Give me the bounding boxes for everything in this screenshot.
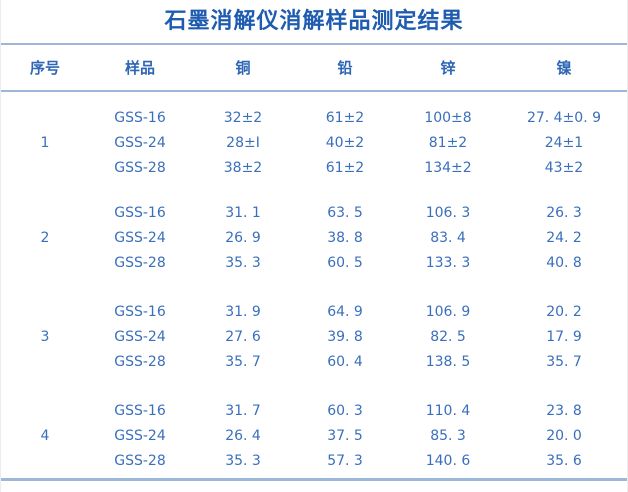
ni-value-cell: 24. 2 xyxy=(546,229,582,246)
cu-value-cell: 28±I xyxy=(226,134,260,151)
cu-value-cell: 27. 6 xyxy=(225,328,261,345)
table-row: 4 GSS-16 31. 7 60. 3 110. 4 23. 8 xyxy=(1,398,627,444)
table-row: 2 GSS-16 31. 1 63. 5 106. 3 26. 3 xyxy=(1,200,627,246)
zn-value-cell: 81±2 xyxy=(428,134,468,151)
bottom-rule xyxy=(1,478,627,481)
pb-value-cell: 38. 8 xyxy=(327,229,363,246)
col-header-lead: 铅 xyxy=(295,45,395,92)
sample-cell: GSS-28 xyxy=(114,159,166,176)
zn-value-cell: 134±2 xyxy=(424,159,472,176)
pb-value-cell: 63. 5 xyxy=(327,204,363,221)
pb-value-cell: 60. 3 xyxy=(327,402,363,419)
cu-value-cell: 38±2 xyxy=(223,159,263,176)
cu-value-cell: 32±2 xyxy=(223,109,263,126)
ni-value-cell: 35. 6 xyxy=(546,452,582,469)
sample-cell: GSS-24 xyxy=(114,427,166,444)
cu-value-cell: 35. 3 xyxy=(225,452,261,469)
ni-value-cell: 23. 8 xyxy=(546,402,582,419)
spacer-row xyxy=(1,374,627,398)
pb-value-cell: 60. 4 xyxy=(327,353,363,370)
table-header: 序号 样品 铜 铅 锌 镍 xyxy=(1,45,627,92)
header-row: 序号 样品 铜 铅 锌 镍 xyxy=(1,45,627,92)
ni-value-cell: 17. 9 xyxy=(546,328,582,345)
group-number-cell: 3 xyxy=(40,328,50,345)
col-header-sample: 样品 xyxy=(89,45,191,92)
cu-value-cell: 35. 3 xyxy=(225,254,261,271)
zn-value-cell: 83. 4 xyxy=(430,229,466,246)
zn-value-cell: 110. 4 xyxy=(425,402,471,419)
table-row: GSS-28 35. 3 57. 3 140. 6 35. 6 xyxy=(1,448,627,473)
spacer-row xyxy=(1,91,627,105)
group-3-body: 3 GSS-16 31. 9 64. 9 106. 9 20. 2 GSS-24… xyxy=(1,275,627,374)
table-row: GSS-28 38±2 61±2 134±2 43±2 xyxy=(1,155,627,180)
ni-value-cell: 27. 4±0. 9 xyxy=(526,109,602,126)
sample-cell: GSS-28 xyxy=(114,452,166,469)
col-header-nickel: 镍 xyxy=(501,45,627,92)
group-number-cell: 2 xyxy=(40,229,50,246)
zn-value-cell: 140. 6 xyxy=(425,452,471,469)
group-number-cell: 4 xyxy=(40,427,50,444)
zn-value-cell: 85. 3 xyxy=(430,427,466,444)
spacer-row xyxy=(1,180,627,200)
zn-value-cell: 100±8 xyxy=(424,109,472,126)
table-row: 1 GSS-16 32±2 61±2 100±8 27. 4±0. 9 xyxy=(1,105,627,151)
zn-value-cell: 138. 5 xyxy=(425,353,471,370)
group-number-cell: 1 xyxy=(40,134,50,151)
cu-value-cell: 26. 4 xyxy=(225,427,261,444)
group-2-body: 2 GSS-16 31. 1 63. 5 106. 3 26. 3 GSS-24… xyxy=(1,180,627,275)
sample-cell: GSS-16 xyxy=(114,303,166,320)
results-table: 序号 样品 铜 铅 锌 镍 1 GSS-16 32±2 61±2 100±8 2… xyxy=(1,45,627,473)
table-row: GSS-24 26. 9 38. 8 83. 4 24. 2 xyxy=(1,225,627,250)
col-header-zinc: 锌 xyxy=(395,45,501,92)
table-row: GSS-28 35. 7 60. 4 138. 5 35. 7 xyxy=(1,349,627,374)
sample-cell: GSS-24 xyxy=(114,328,166,345)
ni-value-cell: 43±2 xyxy=(544,159,584,176)
ni-value-cell: 26. 3 xyxy=(546,204,582,221)
sample-cell: GSS-28 xyxy=(114,254,166,271)
cu-value-cell: 31. 9 xyxy=(225,303,261,320)
sample-cell: GSS-28 xyxy=(114,353,166,370)
ni-value-cell: 24±1 xyxy=(544,134,584,151)
zn-value-cell: 133. 3 xyxy=(425,254,471,271)
pb-value-cell: 37. 5 xyxy=(327,427,363,444)
sample-cell: GSS-24 xyxy=(114,229,166,246)
ni-value-cell: 20. 2 xyxy=(546,303,582,320)
pb-value-cell: 61±2 xyxy=(325,109,365,126)
table-row: GSS-24 26. 4 37. 5 85. 3 20. 0 xyxy=(1,423,627,448)
cu-value-cell: 35. 7 xyxy=(225,353,261,370)
pb-value-cell: 57. 3 xyxy=(327,452,363,469)
zn-value-cell: 106. 3 xyxy=(425,204,471,221)
sample-cell: GSS-24 xyxy=(114,134,166,151)
cu-value-cell: 31. 1 xyxy=(225,204,261,221)
col-header-copper: 铜 xyxy=(191,45,295,92)
ni-value-cell: 20. 0 xyxy=(546,427,582,444)
sample-cell: GSS-16 xyxy=(114,204,166,221)
cu-value-cell: 26. 9 xyxy=(225,229,261,246)
sample-cell: GSS-16 xyxy=(114,109,166,126)
group-1-body: 1 GSS-16 32±2 61±2 100±8 27. 4±0. 9 GSS-… xyxy=(1,91,627,180)
zn-value-cell: 82. 5 xyxy=(430,328,466,345)
ni-value-cell: 35. 7 xyxy=(546,353,582,370)
group-4-body: 4 GSS-16 31. 7 60. 3 110. 4 23. 8 GSS-24… xyxy=(1,374,627,473)
pb-value-cell: 60. 5 xyxy=(327,254,363,271)
table-row: GSS-24 28±I 40±2 81±2 24±1 xyxy=(1,130,627,155)
pb-value-cell: 40±2 xyxy=(325,134,365,151)
sample-cell: GSS-16 xyxy=(114,402,166,419)
table-row: GSS-24 27. 6 39. 8 82. 5 17. 9 xyxy=(1,324,627,349)
pb-value-cell: 64. 9 xyxy=(327,303,363,320)
page-title: 石墨消解仪消解样品测定结果 xyxy=(1,0,627,45)
ni-value-cell: 40. 8 xyxy=(546,254,582,271)
pb-value-cell: 39. 8 xyxy=(327,328,363,345)
col-header-index: 序号 xyxy=(1,45,89,92)
spacer-row xyxy=(1,275,627,299)
table-row: GSS-28 35. 3 60. 5 133. 3 40. 8 xyxy=(1,250,627,275)
pb-value-cell: 61±2 xyxy=(325,159,365,176)
zn-value-cell: 106. 9 xyxy=(425,303,471,320)
table-row: 3 GSS-16 31. 9 64. 9 106. 9 20. 2 xyxy=(1,299,627,345)
cu-value-cell: 31. 7 xyxy=(225,402,261,419)
